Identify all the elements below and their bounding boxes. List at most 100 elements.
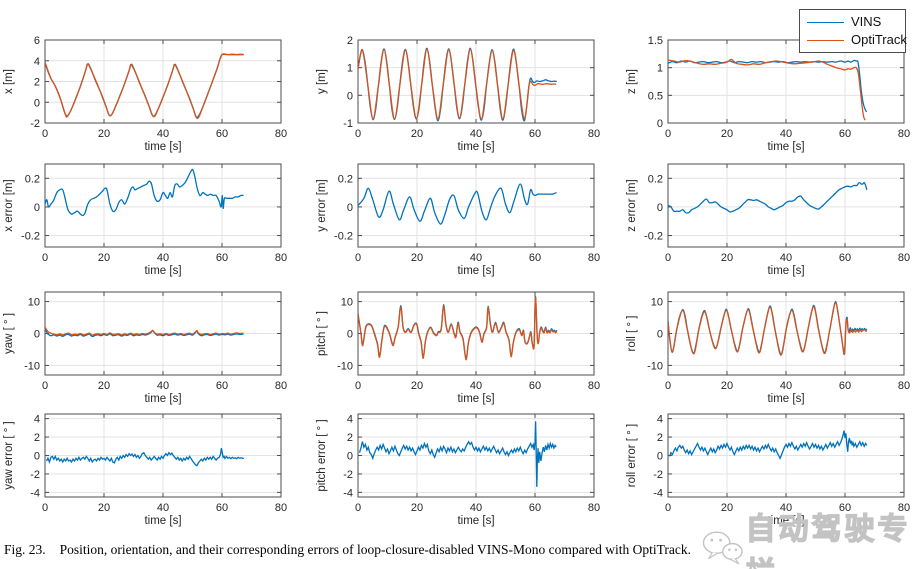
subplot-y-error: 0 20 40 60 80-0.200.2y error [m]time [s] — [316, 163, 600, 277]
svg-text:0: 0 — [34, 202, 40, 214]
legend-label-vins: VINS — [851, 14, 882, 29]
svg-text:-10: -10 — [24, 360, 40, 372]
svg-text:-2: -2 — [343, 469, 353, 481]
subplot-pitch-error: 0 20 40 60 80 -4 -2 0 2 4 pitch error [ ° ] time [s… — [316, 413, 600, 527]
series-x-OptiTrack — [45, 53, 244, 119]
svg-text:0: 0 — [347, 202, 353, 214]
svg-text:80: 80 — [275, 128, 287, 140]
svg-text:80: 80 — [588, 252, 600, 264]
series-z-VINS — [668, 59, 868, 113]
svg-text:0: 0 — [657, 118, 663, 130]
svg-text:time [s]: time [s] — [767, 515, 804, 527]
svg-text:yaw [ ° ]: yaw [ ° ] — [3, 313, 15, 354]
svg-text:-0.2: -0.2 — [21, 231, 40, 243]
svg-text:0: 0 — [355, 380, 361, 392]
svg-text:-4: -4 — [653, 487, 663, 499]
svg-text:0: 0 — [665, 252, 671, 264]
series-yaw-OptiTrack — [45, 326, 244, 336]
svg-text:0: 0 — [42, 380, 48, 392]
svg-text:0: 0 — [355, 252, 361, 264]
svg-text:20: 20 — [98, 380, 110, 392]
svg-text:20: 20 — [721, 502, 733, 514]
svg-text:time [s]: time [s] — [457, 515, 494, 527]
svg-text:80: 80 — [275, 380, 287, 392]
svg-text:0: 0 — [665, 128, 671, 140]
svg-text:40: 40 — [470, 128, 482, 140]
svg-text:0: 0 — [355, 128, 361, 140]
watermark: 自动驾驶专栏 — [700, 504, 919, 569]
svg-text:80: 80 — [898, 252, 910, 264]
svg-text:0: 0 — [42, 128, 48, 140]
svg-text:y error [m]: y error [m] — [316, 179, 328, 231]
svg-text:60: 60 — [529, 502, 541, 514]
svg-text:pitch error [ ° ]: pitch error [ ° ] — [316, 419, 328, 491]
svg-text:40: 40 — [157, 380, 169, 392]
svg-text:0: 0 — [42, 502, 48, 514]
svg-text:20: 20 — [721, 128, 733, 140]
svg-text:x error [m]: x error [m] — [3, 179, 15, 231]
svg-text:4: 4 — [34, 56, 40, 68]
subplot-z: 0 20 40 60 80 0 0.5 1 1.5 z [m] time [s] — [626, 35, 910, 153]
legend-entry-vins: VINS — [800, 13, 905, 31]
svg-text:10: 10 — [28, 297, 40, 309]
svg-text:20: 20 — [98, 502, 110, 514]
svg-text:0: 0 — [42, 252, 48, 264]
svg-text:time [s]: time [s] — [767, 265, 804, 277]
subplot-yaw-error: 0 20 40 60 80 -4 -2 0 2 4 yaw error [ ° ] time [s] — [3, 413, 287, 527]
svg-text:20: 20 — [721, 380, 733, 392]
svg-text:0: 0 — [34, 97, 40, 109]
legend: VINS OptiTrack — [799, 9, 907, 53]
svg-text:-10: -10 — [337, 360, 353, 372]
svg-text:60: 60 — [216, 252, 228, 264]
svg-text:time [s]: time [s] — [144, 515, 181, 527]
svg-text:80: 80 — [898, 502, 910, 514]
svg-text:-4: -4 — [343, 487, 353, 499]
svg-text:roll error [ ° ]: roll error [ ° ] — [626, 424, 638, 487]
svg-text:x [m]: x [m] — [3, 69, 15, 94]
svg-text:0: 0 — [347, 451, 353, 463]
svg-text:20: 20 — [411, 380, 423, 392]
svg-text:z error [m]: z error [m] — [626, 179, 638, 231]
svg-text:time [s]: time [s] — [144, 265, 181, 277]
series-y-error-VINS — [358, 183, 557, 225]
svg-text:time [s]: time [s] — [144, 141, 181, 153]
series-z-OptiTrack — [668, 58, 866, 121]
svg-text:40: 40 — [780, 128, 792, 140]
svg-text:time [s]: time [s] — [457, 265, 494, 277]
svg-text:4: 4 — [347, 414, 353, 426]
svg-text:4: 4 — [34, 414, 40, 426]
svg-text:y [m]: y [m] — [316, 69, 328, 94]
svg-text:0: 0 — [657, 202, 663, 214]
svg-text:40: 40 — [157, 252, 169, 264]
svg-text:0: 0 — [657, 451, 663, 463]
svg-text:60: 60 — [839, 128, 851, 140]
series-pitch-error-VINS — [358, 421, 557, 487]
svg-text:80: 80 — [275, 252, 287, 264]
svg-text:yaw error [ ° ]: yaw error [ ° ] — [3, 421, 15, 490]
svg-text:0: 0 — [347, 329, 353, 341]
svg-text:0: 0 — [355, 502, 361, 514]
svg-text:-2: -2 — [30, 469, 40, 481]
svg-text:-0.2: -0.2 — [644, 231, 663, 243]
svg-text:0: 0 — [657, 329, 663, 341]
svg-text:1: 1 — [347, 63, 353, 75]
watermark-text: 自动驾驶专栏 — [745, 512, 911, 569]
svg-text:1: 1 — [657, 63, 663, 75]
svg-text:20: 20 — [98, 252, 110, 264]
caption-text: Position, orientation, and their corresp… — [59, 542, 692, 557]
svg-text:1.5: 1.5 — [648, 35, 663, 47]
svg-text:40: 40 — [780, 380, 792, 392]
subplot-x-error: 0 20 40 60 80-0.200.2x error [m]time [s] — [3, 163, 287, 277]
svg-text:0.2: 0.2 — [25, 173, 40, 185]
svg-text:2: 2 — [347, 35, 353, 47]
svg-text:40: 40 — [470, 502, 482, 514]
svg-text:80: 80 — [588, 502, 600, 514]
svg-text:time [s]: time [s] — [144, 393, 181, 405]
svg-text:40: 40 — [780, 502, 792, 514]
legend-label-optitrack: OptiTrack — [851, 32, 907, 47]
vins-line-sample — [807, 21, 844, 23]
